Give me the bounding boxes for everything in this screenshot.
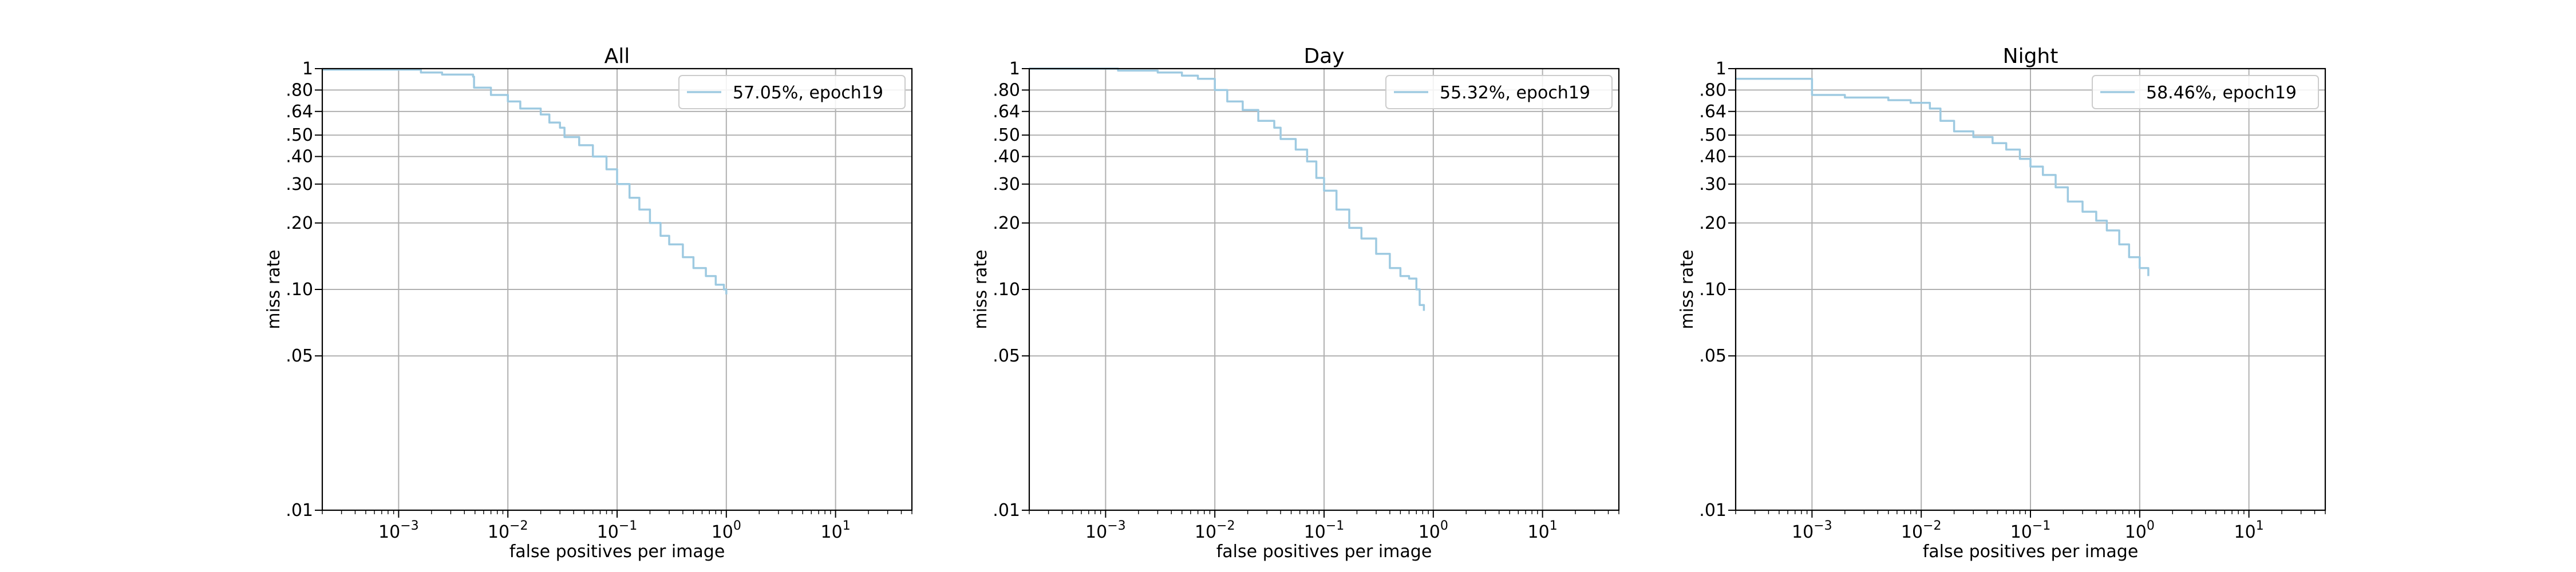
x-tick-label: 100: [1419, 519, 1448, 542]
chart-title: All: [605, 45, 630, 68]
x-axis-label: false positives per image: [1923, 542, 2139, 562]
y-tick-label: .50: [286, 125, 313, 145]
y-tick-label: .40: [1699, 147, 1726, 167]
y-tick-label: .05: [1699, 346, 1726, 366]
x-tick-label: 10−2: [1901, 519, 1942, 542]
x-tick-label: 101: [1528, 519, 1558, 542]
y-tick-label: .64: [286, 102, 313, 122]
legend-box: [2092, 75, 2319, 109]
y-tick-label: .01: [286, 500, 313, 521]
y-tick-label: .50: [1699, 125, 1726, 145]
y-tick-label: .20: [286, 213, 313, 233]
y-tick-label: .50: [993, 125, 1020, 145]
y-axis-label: miss rate: [1677, 249, 1697, 329]
chart-title: Day: [1303, 45, 1344, 68]
x-tick-label: 10−3: [1085, 519, 1126, 542]
legend-label: 57.05%, epoch19: [733, 83, 883, 103]
x-tick-label: 10−3: [378, 519, 419, 542]
series-line: [1736, 77, 2150, 276]
chart-title: Night: [2003, 45, 2059, 68]
x-axis-label: false positives per image: [509, 542, 725, 562]
y-tick-label: .80: [993, 80, 1020, 100]
y-tick-label: .80: [286, 80, 313, 100]
x-tick-label: 100: [2125, 519, 2155, 542]
y-tick-label: .20: [1699, 213, 1726, 233]
y-tick-label: .64: [1699, 102, 1726, 122]
y-tick-label: .01: [993, 500, 1020, 521]
y-tick-label: .64: [993, 102, 1020, 122]
axes-frame: [1028, 67, 1620, 511]
y-tick-label: .10: [286, 280, 313, 300]
legend-box: [678, 75, 906, 109]
y-tick-label: 1: [1716, 59, 1726, 79]
x-tick-label: 10−2: [488, 519, 528, 542]
chart-panel-all: 10−3 10−2 10−1 100 101 1.80.64 .50.40 .30 .20 .10…: [264, 45, 913, 562]
series-line: [1029, 67, 1425, 311]
x-axis-label: false positives per image: [1216, 542, 1432, 562]
y-axis-label: miss rate: [971, 249, 991, 329]
x-tick-label: 10−1: [1304, 519, 1345, 542]
y-tick-label: .30: [286, 174, 313, 194]
axes-frame: [321, 67, 913, 511]
x-tick-label: 101: [821, 519, 851, 542]
y-tick-label: .80: [1699, 80, 1726, 100]
legend-box: [1385, 75, 1613, 109]
y-axis-label: miss rate: [264, 249, 284, 329]
legend-label: 58.46%, epoch19: [2146, 83, 2297, 103]
series-line: [322, 68, 728, 295]
x-tick-label: 10−3: [1792, 519, 1832, 542]
y-tick-label: .10: [1699, 280, 1726, 300]
y-tick-label: .01: [1699, 500, 1726, 521]
y-tick-label: .40: [993, 147, 1020, 167]
chart-panel-day: 10−3 10−2 10−1 100 101 1.80.64 .50.40 .30 .20 .10…: [971, 45, 1620, 562]
y-tick-label: .10: [993, 280, 1020, 300]
y-tick-label: .20: [993, 213, 1020, 233]
legend-label: 55.32%, epoch19: [1440, 83, 1590, 103]
y-tick-label: .05: [286, 346, 313, 366]
y-tick-label: .40: [286, 147, 313, 167]
y-tick-label: 1: [1009, 59, 1020, 79]
y-tick-label: .30: [993, 174, 1020, 194]
y-tick-label: .05: [993, 346, 1020, 366]
x-tick-label: 10−1: [597, 519, 638, 542]
y-tick-label: 1: [302, 59, 313, 79]
x-tick-label: 10−1: [2010, 519, 2051, 542]
chart-panel-night: 10−3 10−2 10−1 100 101 1.80.64 .50.40 .30 .20 .10…: [1677, 45, 2326, 562]
y-tick-label: .30: [1699, 174, 1726, 194]
x-tick-label: 101: [2234, 519, 2264, 542]
x-tick-label: 10−2: [1195, 519, 1235, 542]
axes-frame: [1735, 67, 2326, 511]
x-tick-label: 100: [712, 519, 741, 542]
